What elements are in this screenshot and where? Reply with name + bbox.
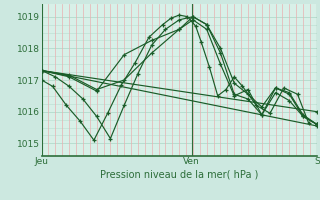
X-axis label: Pression niveau de la mer( hPa ): Pression niveau de la mer( hPa ) — [100, 169, 258, 179]
